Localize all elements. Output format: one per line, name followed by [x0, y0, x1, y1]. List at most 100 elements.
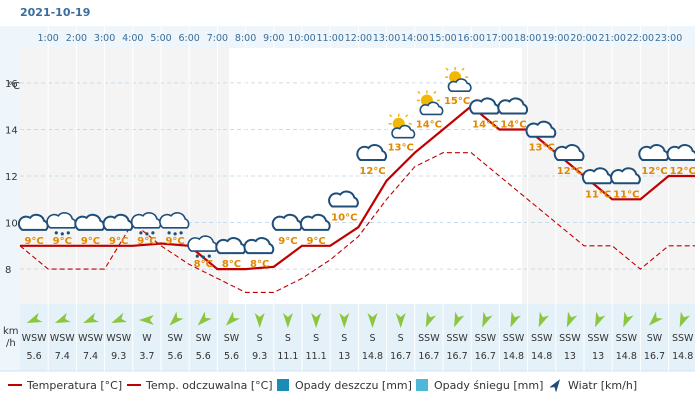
temp-label: 9°C	[137, 236, 156, 247]
wind-speed: 5.6	[168, 351, 183, 362]
wind-speed: 9.3	[252, 351, 267, 362]
wind-unit-bottom: /h	[6, 338, 16, 349]
wind-direction: SSW	[672, 333, 694, 344]
temp-label: 9°C	[109, 236, 128, 247]
temp-label: 8°C	[194, 259, 213, 270]
wind-direction: SSW	[616, 333, 638, 344]
wind-direction: S	[398, 333, 404, 344]
wind-direction: WSW	[50, 333, 75, 344]
cloud-icon	[638, 143, 670, 161]
hour-label: 15:00	[429, 33, 456, 44]
wind-direction: SSW	[503, 333, 525, 344]
temp-label: 8°C	[222, 259, 241, 270]
cloud-icon	[215, 237, 247, 255]
wind-direction: WSW	[106, 333, 131, 344]
wind-speed: 13	[592, 351, 604, 362]
temp-label: 14°C	[416, 119, 442, 130]
temp-label: 12°C	[557, 166, 583, 177]
cloud-icon	[581, 167, 613, 185]
wind-direction: SSW	[531, 333, 553, 344]
wind-speed: 16.7	[475, 351, 496, 362]
legend-temperature: Temperatura [°C]	[8, 378, 122, 392]
temp-label: 9°C	[306, 236, 325, 247]
wind-speed: 7.4	[83, 351, 98, 362]
temp-label: 9°C	[165, 236, 184, 247]
wind-direction: SW	[196, 333, 212, 344]
hour-label: 8:00	[235, 33, 256, 44]
hour-label: 4:00	[122, 33, 143, 44]
wind-speed: 11.1	[277, 351, 298, 362]
temp-label: 13°C	[529, 143, 555, 154]
wind-direction: SSW	[418, 333, 440, 344]
wind-speed: 11.1	[306, 351, 327, 362]
wind-speed: 14.8	[616, 351, 637, 362]
wind-direction: SW	[647, 333, 663, 344]
temp-label: 12°C	[670, 166, 695, 177]
hour-label: 5:00	[150, 33, 171, 44]
y-tick-label: 12	[5, 172, 18, 183]
hour-label: 23:00	[655, 33, 682, 44]
wind-direction: S	[313, 333, 319, 344]
wind-speed: 7.4	[55, 351, 70, 362]
wind-direction: SSW	[446, 333, 468, 344]
wind-speed: 13	[338, 351, 350, 362]
hour-label: 19:00	[542, 33, 569, 44]
hour-label: 1:00	[38, 33, 59, 44]
wind-direction: WSW	[78, 333, 103, 344]
hour-label: 2:00	[66, 33, 87, 44]
cloud-icon	[243, 237, 275, 255]
legend-temp-label: Temperatura [°C]	[27, 378, 123, 392]
wind-arrow-icon	[550, 379, 561, 392]
cloud-icon	[102, 213, 134, 231]
hour-label: 14:00	[401, 33, 428, 44]
legend-rain-label: Opady deszczu [mm]	[295, 378, 412, 392]
temp-label: 12°C	[359, 166, 385, 177]
wind-speed: 14.8	[503, 351, 524, 362]
page-date: 2021-10-19	[20, 6, 91, 19]
hour-label: 20:00	[570, 33, 597, 44]
temp-label: 11°C	[585, 189, 611, 200]
y-tick-label: 16	[5, 79, 18, 90]
hour-label: 10:00	[288, 33, 315, 44]
wind-speed: 9.3	[111, 351, 126, 362]
cloud-icon	[666, 143, 695, 161]
legend-rain: Opady deszczu [mm]	[277, 378, 412, 392]
cloud-icon	[74, 213, 106, 231]
legend-rain-swatch	[277, 379, 289, 391]
cloud-icon	[299, 213, 331, 231]
temp-label: 15°C	[444, 96, 470, 107]
hour-label: 7:00	[207, 33, 228, 44]
wind-speed: 5.6	[224, 351, 239, 362]
wind-direction: W	[142, 333, 152, 344]
y-tick-label: 10	[5, 219, 18, 230]
wind-direction: WSW	[22, 333, 47, 344]
hour-label: 16:00	[458, 33, 485, 44]
temp-label: 12°C	[641, 166, 667, 177]
hour-label: 13:00	[373, 33, 400, 44]
legend-snow-label: Opady śniegu [mm]	[434, 378, 544, 392]
y-tick-label: 8	[5, 265, 11, 276]
cloud-icon	[553, 143, 585, 161]
hour-label: 18:00	[514, 33, 541, 44]
cloud-icon	[17, 213, 49, 231]
left-axis-band	[0, 26, 20, 371]
temp-label: 14°C	[472, 119, 498, 130]
y-axis-unit: °C	[8, 81, 20, 92]
temp-label: 9°C	[53, 236, 72, 247]
wind-direction: S	[369, 333, 375, 344]
temp-label: 9°C	[278, 236, 297, 247]
wind-speed: 13	[564, 351, 576, 362]
legend-feels-like: Temp. odczuwalna [°C]	[127, 378, 273, 392]
legend-wind-label: Wiatr [km/h]	[568, 378, 638, 392]
temp-label: 13°C	[388, 143, 414, 154]
cloud-icon	[469, 97, 500, 115]
legend-feels-swatch	[127, 384, 141, 386]
legend-snow-swatch	[416, 379, 428, 391]
hour-label: 9:00	[263, 33, 284, 44]
wind-speed: 16.7	[447, 351, 468, 362]
temp-label: 9°C	[81, 236, 100, 247]
wind-speed: 14.8	[672, 351, 693, 362]
wind-unit-top: km	[3, 326, 19, 337]
wind-direction: S	[341, 333, 347, 344]
